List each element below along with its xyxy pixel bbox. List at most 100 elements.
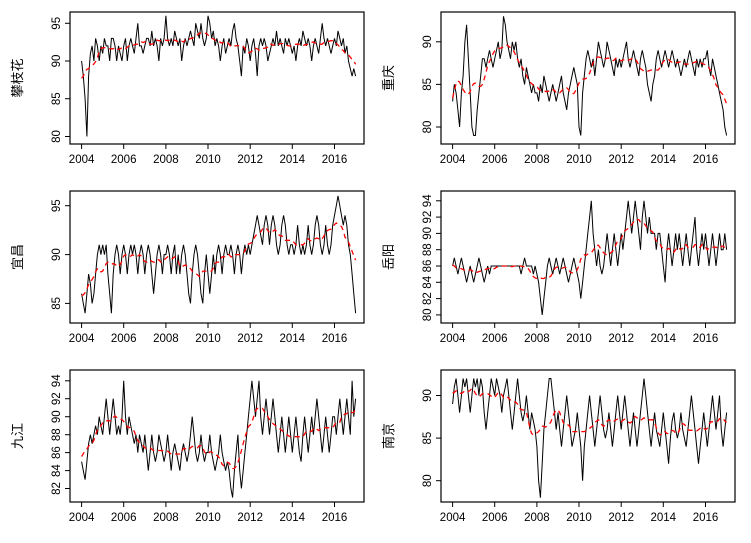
x-tick-label: 2010 [566,512,592,524]
y-tick-label: 90 [51,54,63,67]
chart-svg-panzhihua: 2004 2006 2008 2010 2012 2014 2016 80 85 90 95 攀枝花 [10,11,365,166]
plot-box [440,369,736,503]
x-tick-label: 2006 [482,154,508,166]
x-tick-label: 2008 [153,512,179,524]
y-tick-label: 82 [422,292,434,305]
y-tick-label: 90 [422,227,434,240]
x-tick-label: 2004 [69,512,95,524]
x-tick-label: 2006 [111,333,137,345]
y-tick-label: 94 [51,374,63,387]
x-tick-label: 2016 [321,512,347,524]
plot-box [440,190,736,324]
x-tick-label: 2016 [693,333,719,345]
x-tick-label: 2016 [321,154,347,166]
x-tick-label: 2004 [69,333,95,345]
y-tick-label: 84 [51,464,63,477]
chart-svg-yichang: 2004 2006 2008 2010 2012 2014 2016 85 90 95 宜昌 [10,190,365,345]
plot-box [69,190,365,324]
x-tick-label: 2014 [651,333,677,345]
y-tick-label: 80 [51,130,63,143]
plot-box [440,11,736,145]
chart-panel-jiujiang: 2004 2006 2008 2010 2012 2014 2016 82 84 86 88 90 92… [6,362,374,538]
x-tick-label: 2012 [237,333,263,345]
y-tick-label: 92 [422,211,434,224]
y-axis-title: 九江 [10,423,25,449]
x-tick-label: 2004 [440,512,466,524]
y-tick-label: 80 [422,120,434,133]
y-tick-label: 86 [422,260,434,273]
chart-panel-nanjing: 2004 2006 2008 2010 2012 2014 2016 80 85 90 南京 [377,362,745,538]
x-tick-label: 2010 [195,333,221,345]
x-tick-label: 2014 [651,512,677,524]
y-tick-label: 88 [422,243,434,256]
y-tick-label: 94 [422,194,434,207]
x-tick-label: 2010 [195,154,221,166]
y-tick-label: 80 [422,475,434,488]
plot-box [69,369,365,503]
y-tick-label: 92 [51,393,63,406]
x-tick-label: 2006 [111,154,137,166]
y-tick-label: 85 [422,432,434,445]
y-tick-label: 90 [422,389,434,402]
chart-panel-chongqing: 2004 2006 2008 2010 2012 2014 2016 80 85 90 重庆 [377,4,745,180]
y-tick-label: 85 [51,92,63,105]
y-tick-label: 80 [422,308,434,321]
x-tick-label: 2012 [609,512,635,524]
x-tick-label: 2008 [524,333,550,345]
x-tick-label: 2008 [524,154,550,166]
y-tick-label: 85 [422,78,434,91]
trend-line [80,32,356,79]
trend-line [452,387,728,436]
series-line [452,15,728,136]
x-tick-label: 2004 [69,154,95,166]
x-tick-label: 2006 [482,512,508,524]
x-tick-label: 2014 [651,154,677,166]
x-tick-label: 2014 [279,154,305,166]
trend-line [452,218,727,280]
y-axis-title: 攀枝花 [10,58,25,97]
trend-line [81,222,356,296]
x-tick-label: 2012 [237,512,263,524]
x-tick-label: 2016 [321,333,347,345]
y-tick-label: 84 [422,275,434,288]
series-line [452,200,728,315]
chart-svg-chongqing: 2004 2006 2008 2010 2012 2014 2016 80 85 90 重庆 [381,11,736,166]
y-tick-label: 88 [51,429,63,442]
chart-svg-yueyang: 2004 2006 2008 2010 2012 2014 2016 80 82 84 86 88 90… [381,190,736,345]
x-tick-label: 2012 [609,333,635,345]
chart-panel-panzhihua: 2004 2006 2008 2010 2012 2014 2016 80 85 90 95 攀枝花 [6,4,374,180]
x-tick-label: 2016 [693,154,719,166]
series-line [80,15,356,137]
plot-box [69,11,365,145]
trend-line [80,408,356,470]
trend-line [452,44,728,104]
x-tick-label: 2014 [279,333,305,345]
y-tick-label: 90 [51,248,63,261]
series-line [80,195,356,314]
x-tick-label: 2008 [153,154,179,166]
y-tick-label: 82 [51,482,63,495]
x-tick-label: 2010 [195,512,221,524]
chart-svg-nanjing: 2004 2006 2008 2010 2012 2014 2016 80 85 90 南京 [381,369,736,524]
y-axis-title: 宜昌 [10,244,25,270]
y-tick-label: 95 [51,199,63,212]
x-tick-label: 2012 [609,154,635,166]
y-tick-label: 85 [51,297,63,310]
x-tick-label: 2010 [566,333,592,345]
y-tick-label: 95 [51,17,63,30]
y-axis-title: 重庆 [381,65,396,91]
y-axis-title: 南京 [381,423,396,449]
y-tick-label: 86 [51,447,63,460]
x-tick-label: 2016 [693,512,719,524]
y-axis-title: 岳阳 [381,244,396,270]
chart-panel-yichang: 2004 2006 2008 2010 2012 2014 2016 85 90 95 宜昌 [6,183,374,359]
series-line [452,378,728,499]
x-tick-label: 2006 [111,512,137,524]
y-tick-label: 90 [422,35,434,48]
x-tick-label: 2012 [237,154,263,166]
x-tick-label: 2008 [524,512,550,524]
series-line [80,381,356,498]
y-tick-label: 90 [51,411,63,424]
x-tick-label: 2014 [279,512,305,524]
